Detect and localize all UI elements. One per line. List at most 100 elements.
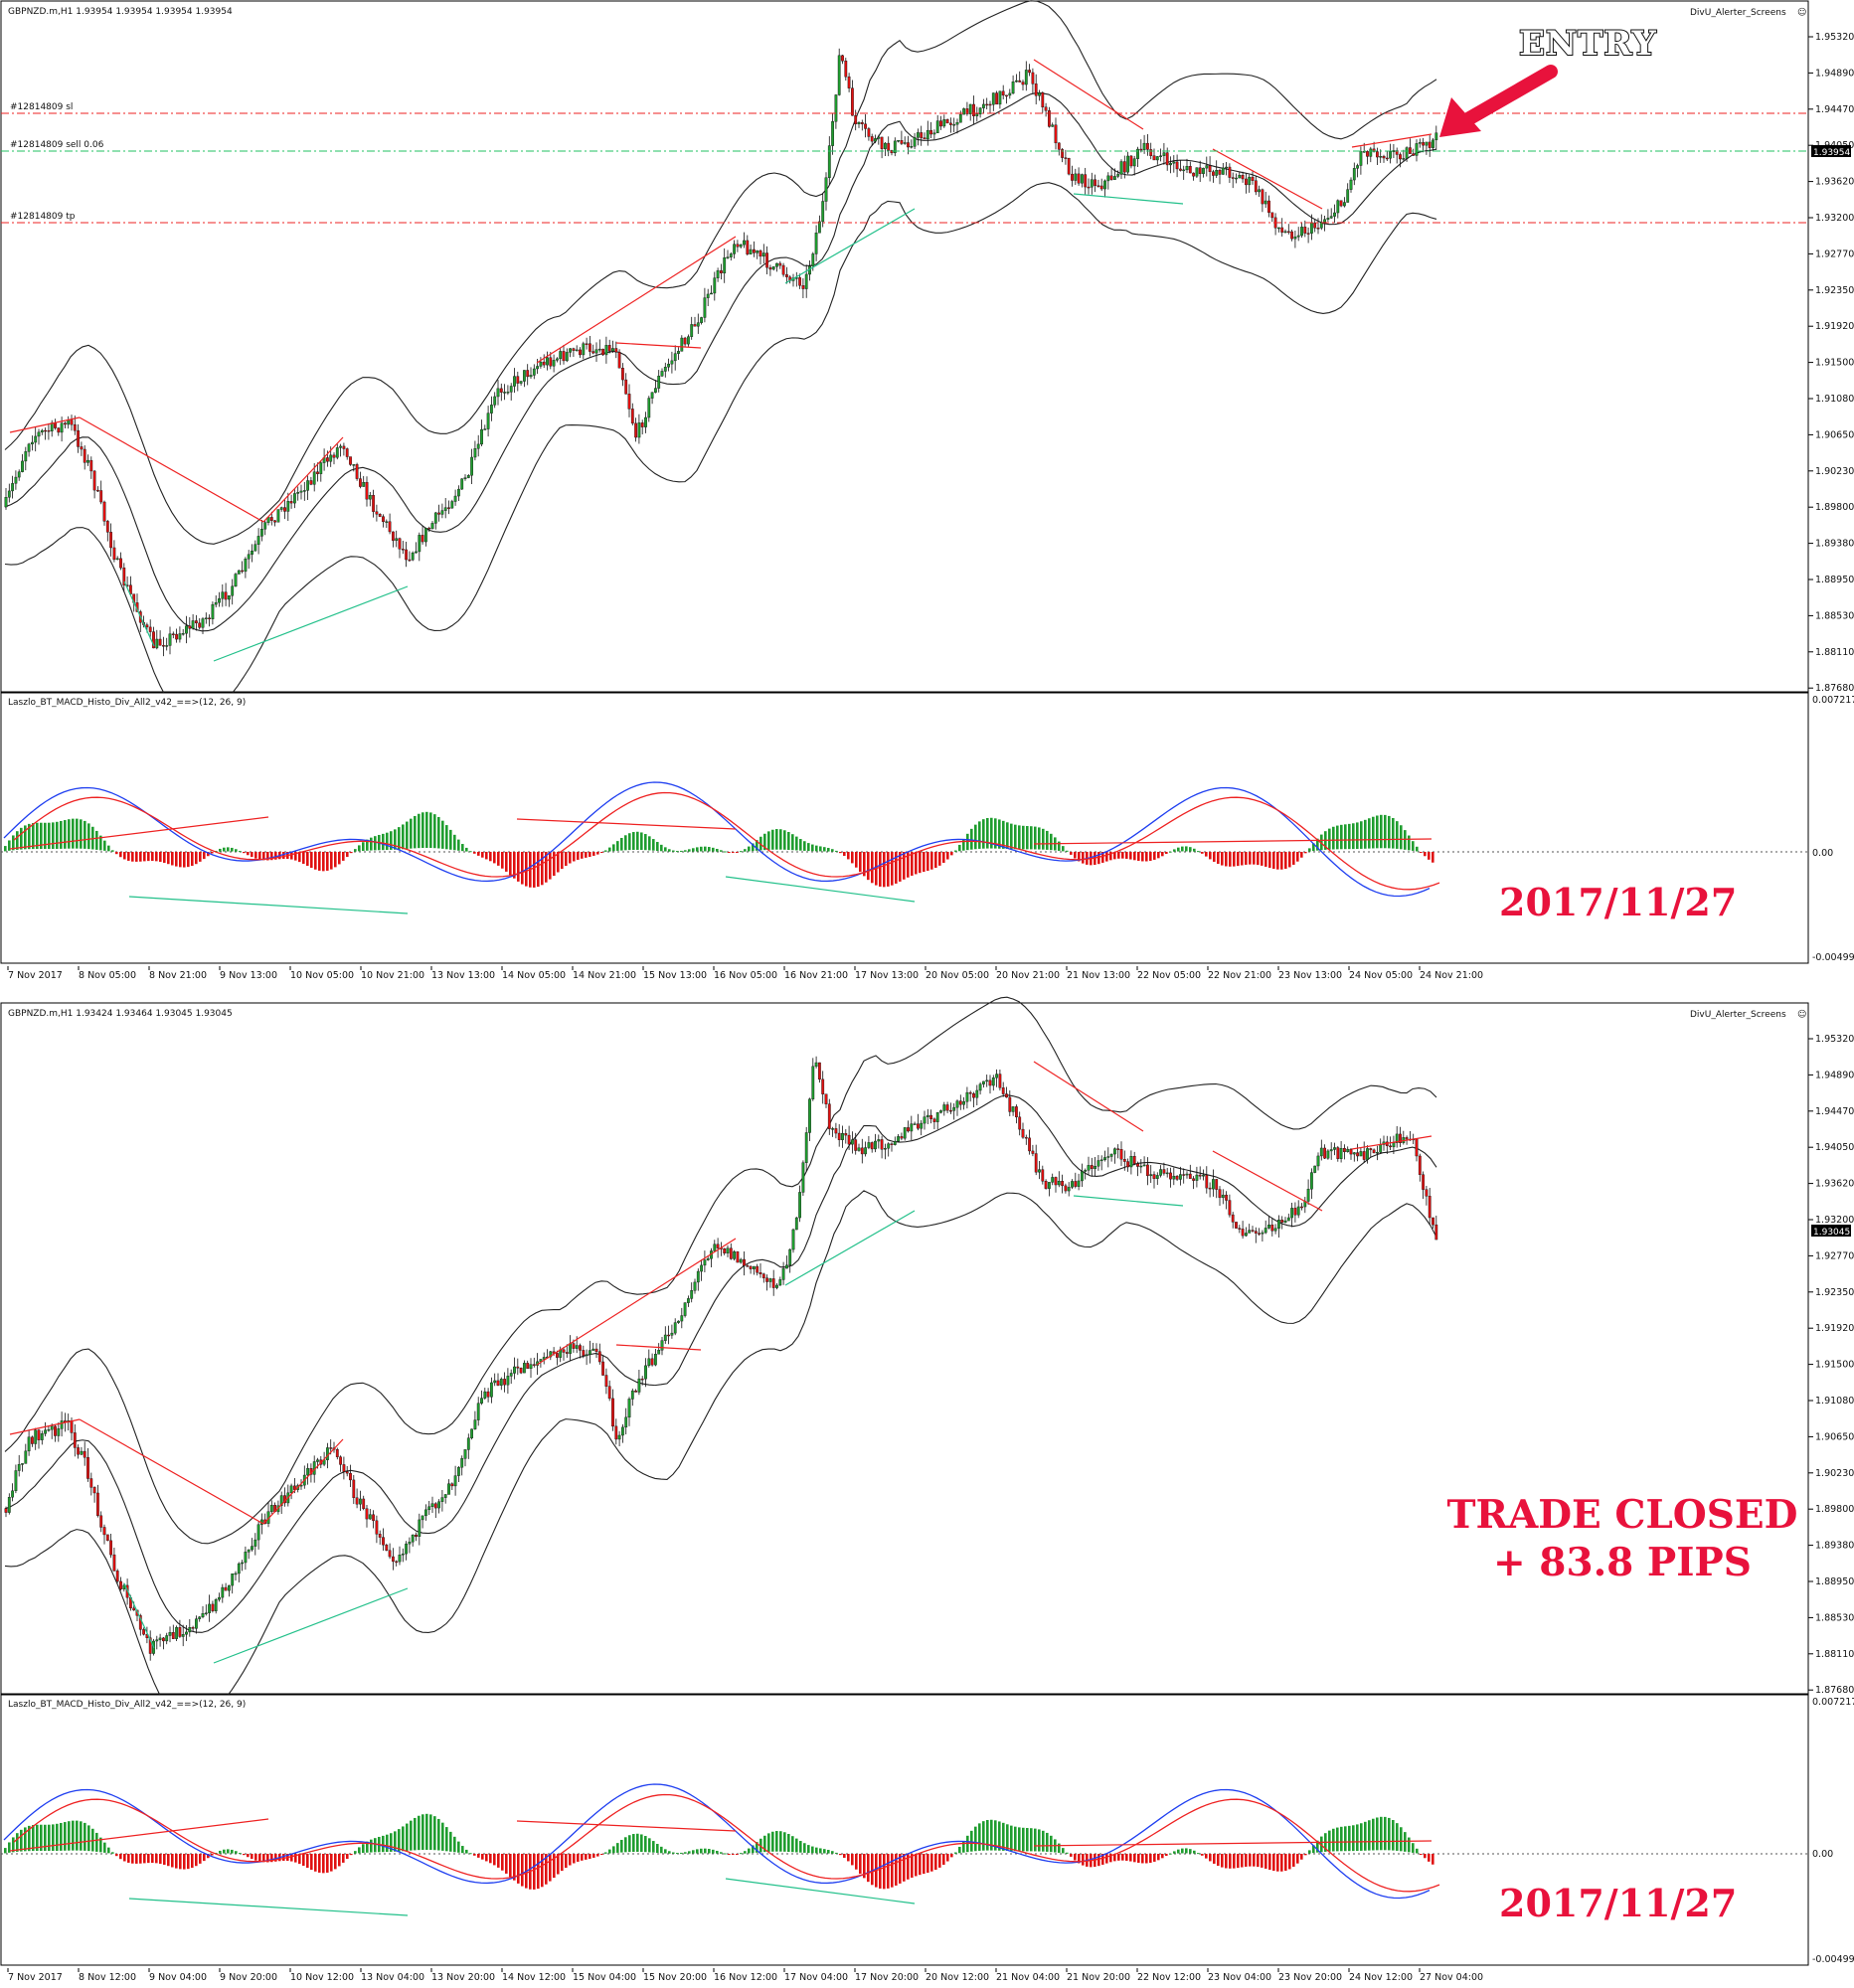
candle-body xyxy=(775,262,778,267)
macd-histogram-bar xyxy=(390,831,393,850)
macd-histogram-bar xyxy=(684,1852,687,1854)
candle-body xyxy=(17,471,21,478)
macd-histogram-bar xyxy=(163,852,166,864)
candle-body xyxy=(529,1364,533,1369)
macd-histogram-bar xyxy=(1364,1821,1367,1851)
candle-body xyxy=(604,345,608,356)
divergence-line xyxy=(1351,133,1433,148)
price-label: 1.92770 xyxy=(1815,248,1854,259)
candle-body xyxy=(736,244,740,248)
candle-body xyxy=(1112,1148,1116,1155)
macd-histogram-bar xyxy=(732,1854,735,1855)
macd-histogram-bar xyxy=(966,833,969,851)
macd-histogram-bar xyxy=(1078,852,1081,862)
top-price-chart[interactable]: #12814809 sl#12814809 sell 0.06#12814809… xyxy=(0,0,1854,722)
candle-body xyxy=(224,591,228,600)
macd-histogram-bar xyxy=(799,839,802,851)
bottom-price-chart[interactable]: GBPNZD.m,H1 1.93424 1.93464 1.93045 1.93… xyxy=(0,996,1854,1725)
candle-body xyxy=(1149,1174,1153,1177)
macd-histogram-bar xyxy=(855,1854,858,1870)
candle-body xyxy=(991,1077,995,1086)
candle-body xyxy=(269,517,273,521)
candle-body xyxy=(847,1134,851,1145)
macd-histogram-bar xyxy=(1038,827,1041,850)
macd-histogram-bar xyxy=(95,1832,98,1852)
macd-histogram-bar xyxy=(835,850,838,852)
macd-histogram-bar xyxy=(72,1820,75,1851)
candle-body xyxy=(1109,175,1113,180)
candle-body xyxy=(306,480,309,491)
candle-body xyxy=(857,122,861,124)
bottom-macd-panel[interactable]: Laszlo_BT_MACD_Histo_Div_All2_v42_==>(12… xyxy=(0,1694,1854,1966)
candle-body xyxy=(1178,1174,1182,1180)
bollinger-upper xyxy=(4,0,1437,545)
price-label: 1.87680 xyxy=(1815,683,1854,694)
candle-body xyxy=(1375,151,1379,158)
candle-body xyxy=(289,501,293,504)
candle-body xyxy=(335,1448,339,1457)
candle-body xyxy=(1399,154,1402,160)
top-macd-panel[interactable]: Laszlo_BT_MACD_Histo_Div_All2_v42_==>(12… xyxy=(0,692,1854,964)
candle-body xyxy=(923,137,927,140)
candle-body xyxy=(1142,1164,1146,1167)
candle-body xyxy=(112,547,116,561)
candle-body xyxy=(168,633,172,646)
candle-body xyxy=(1008,1096,1012,1112)
macd-histogram-bar xyxy=(76,818,79,849)
candle-body xyxy=(818,221,821,234)
candle-body xyxy=(1109,1153,1113,1157)
top-macd-zero: 0.00 xyxy=(1812,848,1833,859)
top-price-axis: 1.953201.948901.944701.940501.936201.932… xyxy=(1808,32,1854,694)
bottom-current-price: 1.93045 xyxy=(1813,1228,1850,1238)
time-label: 15 Nov 20:00 xyxy=(643,1972,707,1983)
candle-body xyxy=(870,1142,874,1150)
macd-histogram-bar xyxy=(1336,1827,1339,1852)
macd-histogram-bar xyxy=(887,852,890,887)
price-label: 1.91920 xyxy=(1815,321,1854,332)
macd-histogram-bar xyxy=(135,1854,138,1864)
candle-body xyxy=(105,1534,109,1542)
candle-body xyxy=(279,507,283,510)
macd-histogram-bar xyxy=(1066,1852,1069,1854)
candle-body xyxy=(949,1109,952,1112)
macd-histogram-bar xyxy=(485,852,488,860)
macd-histogram-bar xyxy=(306,852,309,867)
macd-histogram-bar xyxy=(1141,852,1144,862)
macd-histogram-bar xyxy=(911,1854,914,1878)
candle-body xyxy=(526,370,530,378)
macd-histogram-bar xyxy=(1261,1854,1264,1868)
candle-body xyxy=(824,177,828,202)
macd-histogram-bar xyxy=(1424,1854,1427,1859)
macd-histogram-bar xyxy=(505,1854,508,1874)
candle-body xyxy=(1369,1148,1373,1151)
time-label: 10 Nov 12:00 xyxy=(290,1972,354,1983)
candle-body xyxy=(1418,142,1422,144)
candle-body xyxy=(1306,233,1310,235)
candle-body xyxy=(378,514,382,517)
macd-histogram-bar xyxy=(771,1831,774,1852)
candle-body xyxy=(526,1363,530,1369)
candle-body xyxy=(827,1103,831,1129)
macd-histogram-bar xyxy=(207,852,210,857)
candle-body xyxy=(382,1537,385,1546)
macd-histogram-bar xyxy=(489,852,492,862)
macd-histogram-bar xyxy=(290,1854,293,1862)
macd-histogram-bar xyxy=(239,1853,242,1855)
candle-body xyxy=(758,1272,762,1274)
price-label: 1.88950 xyxy=(1815,575,1854,585)
macd-histogram-bar xyxy=(795,836,798,851)
macd-histogram-bar xyxy=(974,1826,977,1852)
time-label: 15 Nov 13:00 xyxy=(643,970,707,981)
candle-body xyxy=(851,87,854,116)
macd-histogram-bar xyxy=(672,1852,675,1854)
macd-histogram-bar xyxy=(1416,846,1419,852)
candle-body xyxy=(657,1349,661,1355)
macd-histogram-bar xyxy=(1046,1832,1049,1852)
macd-histogram-bar xyxy=(386,1834,389,1853)
bottom-time-axis: 7 Nov 2017 8 Nov 12:00 9 Nov 04:00 9 Nov 20… xyxy=(7,1968,1483,1983)
divergence-line xyxy=(262,436,344,523)
time-label: 13 Nov 20:00 xyxy=(431,1972,495,1983)
candle-body xyxy=(854,1139,858,1151)
candle-body xyxy=(1198,1174,1202,1177)
macd-histogram-bar xyxy=(1396,1823,1399,1851)
